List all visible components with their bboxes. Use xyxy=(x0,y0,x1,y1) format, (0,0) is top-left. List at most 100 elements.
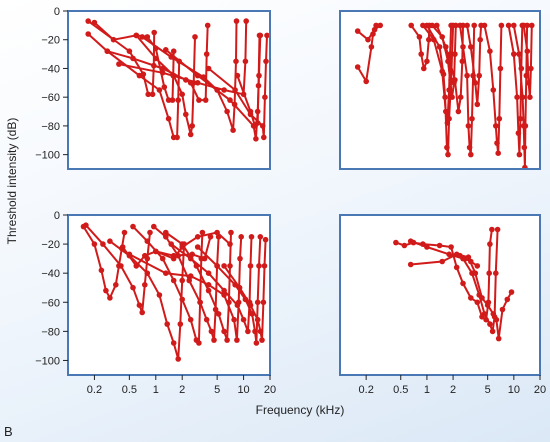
data-point xyxy=(401,242,408,249)
data-point xyxy=(174,134,180,141)
data-point xyxy=(130,55,136,62)
figure-label: B xyxy=(4,424,13,439)
data-point xyxy=(107,295,113,301)
x-tick-label: 0.2 xyxy=(359,384,374,396)
data-point xyxy=(259,123,266,129)
data-point xyxy=(183,111,189,118)
data-point xyxy=(139,309,145,316)
x-tick-label: 5 xyxy=(485,384,491,396)
data-point xyxy=(253,136,259,142)
data-point xyxy=(504,296,511,303)
data-point xyxy=(516,151,523,158)
data-point xyxy=(145,91,151,98)
x-tick-label: 0.2 xyxy=(87,384,102,396)
x-tick-label: 1 xyxy=(153,384,159,396)
data-point xyxy=(259,337,265,343)
data-point xyxy=(247,302,254,309)
data-point xyxy=(260,299,267,306)
data-point xyxy=(179,244,185,250)
data-point xyxy=(189,251,195,258)
data-point xyxy=(175,356,181,362)
data-point xyxy=(130,284,136,291)
data-point xyxy=(262,236,269,243)
data-point xyxy=(468,44,474,50)
data-point xyxy=(232,87,238,93)
data-point xyxy=(264,32,269,39)
data-point xyxy=(263,58,269,65)
data-point xyxy=(91,241,98,247)
data-point xyxy=(439,258,446,265)
data-point xyxy=(205,65,212,72)
data-point xyxy=(517,115,524,122)
data-point xyxy=(159,255,166,262)
data-point xyxy=(126,48,133,54)
data-point xyxy=(165,97,172,103)
data-point xyxy=(440,71,447,77)
data-point xyxy=(516,51,522,57)
x-tick-label: 0.5 xyxy=(122,384,137,396)
tuning-curve-line xyxy=(459,254,479,267)
tuning-curve-line xyxy=(522,24,533,99)
data-point xyxy=(484,302,491,309)
data-point xyxy=(487,241,493,247)
data-point xyxy=(204,22,211,29)
data-point xyxy=(153,248,159,255)
data-point xyxy=(466,144,473,151)
data-point xyxy=(133,32,140,39)
panel-top-left: 0 −20 −40 −60 −80 −100 xyxy=(35,6,271,170)
data-point xyxy=(468,258,474,265)
data-point xyxy=(459,58,466,65)
data-point xyxy=(247,263,254,269)
data-point xyxy=(525,80,532,86)
data-point xyxy=(429,22,436,29)
data-point xyxy=(493,123,499,129)
data-point xyxy=(147,229,153,236)
data-point xyxy=(179,277,185,284)
data-point xyxy=(156,292,163,298)
data-point xyxy=(468,151,474,158)
data-point xyxy=(164,321,170,327)
data-point xyxy=(168,241,174,247)
y-tick-label: −20 xyxy=(41,35,60,47)
data-point xyxy=(208,328,215,335)
data-point xyxy=(511,51,517,57)
data-point xyxy=(221,87,227,93)
data-point xyxy=(224,337,230,343)
data-point xyxy=(110,36,117,43)
data-point xyxy=(169,97,176,103)
data-point xyxy=(170,48,177,54)
data-point xyxy=(130,223,136,230)
data-point xyxy=(508,289,515,295)
data-point xyxy=(119,244,126,250)
data-point xyxy=(420,22,426,29)
data-point xyxy=(85,18,91,24)
data-point xyxy=(139,34,145,40)
data-point xyxy=(424,244,430,250)
data-point xyxy=(224,108,230,115)
data-point xyxy=(203,316,210,323)
data-point xyxy=(234,337,240,343)
data-point xyxy=(165,115,172,122)
y-tick-label: −40 xyxy=(41,268,60,280)
data-point xyxy=(497,65,504,72)
tuning-curve-line xyxy=(207,34,268,139)
data-point xyxy=(453,22,459,29)
data-point xyxy=(514,94,520,100)
data-point xyxy=(446,251,452,258)
data-point xyxy=(221,287,227,294)
data-point xyxy=(442,94,448,100)
data-point xyxy=(472,270,479,277)
data-point xyxy=(91,19,98,26)
data-point xyxy=(194,234,201,240)
data-point xyxy=(163,47,169,53)
data-point xyxy=(479,295,485,301)
data-point xyxy=(424,58,430,65)
data-point xyxy=(253,340,260,346)
data-point xyxy=(242,58,249,65)
data-point xyxy=(493,270,499,277)
data-point xyxy=(170,255,177,262)
data-point xyxy=(496,115,503,122)
data-point xyxy=(511,22,517,29)
data-point xyxy=(227,263,233,269)
data-point xyxy=(354,64,361,70)
